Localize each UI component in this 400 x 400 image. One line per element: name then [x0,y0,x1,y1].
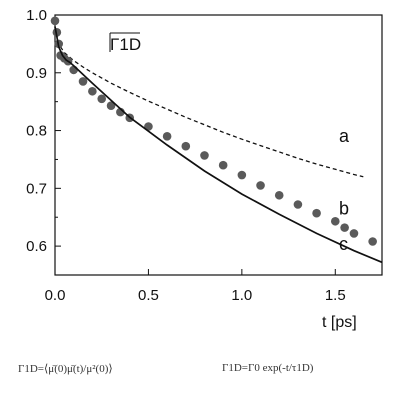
series-label-a: a [339,126,350,146]
data-point [237,170,247,180]
x-tick-label: 0.5 [138,287,159,304]
formula-correlation: Γ1D=⟨μ̄(0)μ̄(t)/μ²(0)⟩ [18,363,113,375]
x-tick-label: 1.0 [231,287,252,304]
y-tick-label: 0.6 [26,238,47,255]
plot-frame [54,14,383,276]
data-point [106,101,116,111]
y-tick-label: 0.9 [26,65,47,82]
data-point [349,229,359,238]
series-label-b: b [339,198,349,218]
series-layer: a bc [50,16,383,264]
data-point [78,77,88,86]
x-tick-label: 1.5 [325,287,346,304]
data-point [218,160,228,170]
data-point [200,151,209,160]
data-point [256,181,265,190]
series-b-markers [50,16,377,246]
formula-exponential: Γ1D=Γ0 exp(-t/τ1D) [222,362,314,374]
series-c-line [54,26,383,264]
y-tick-label: 1.0 [26,7,47,24]
y-tick-label: 0.7 [26,180,47,197]
data-point [97,94,107,104]
data-point [162,132,172,141]
data-point [340,223,349,232]
data-point [312,208,321,218]
series-a-line [54,26,364,178]
data-point [368,237,377,246]
data-point [274,190,284,200]
data-point [181,141,191,151]
data-point [88,86,97,96]
series-label-c: c [339,234,348,254]
panel-label: Γ1D [110,35,141,54]
data-point [50,16,60,26]
x-tick-label: 0.0 [45,287,66,304]
x-axis-label: t [ps] [322,314,357,331]
data-point [330,216,340,226]
data-point [293,200,303,209]
axes: 0.0 0.5 1.0 1.5 0.6 0.7 0.8 0.9 1.0 [26,7,346,304]
y-tick-label: 0.8 [26,123,47,140]
